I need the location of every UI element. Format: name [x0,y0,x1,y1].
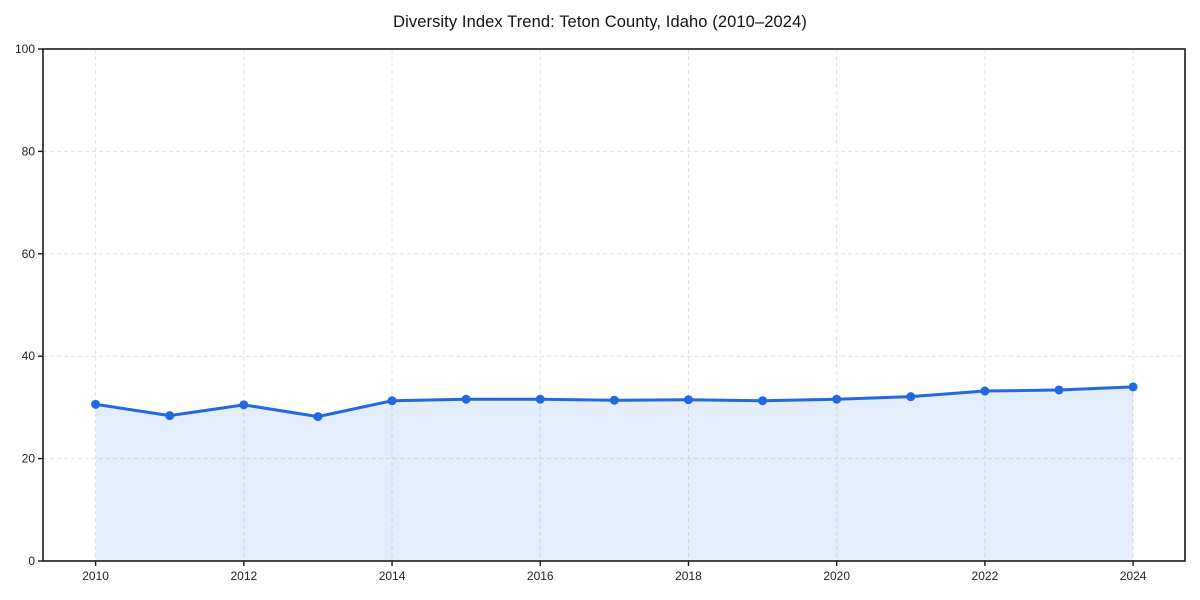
data-point [535,394,545,404]
y-tick-label: 0 [28,554,35,568]
x-tick-label: 2020 [823,569,850,583]
plot-border [42,48,1186,562]
data-point [239,400,249,410]
x-tick-label: 2024 [1120,569,1147,583]
x-tick-label: 2018 [675,569,702,583]
data-point [609,395,619,405]
y-tick-label: 100 [15,42,35,56]
data-point [832,394,842,404]
y-tick-label: 20 [22,452,36,466]
data-point [758,396,768,406]
data-point [461,394,471,404]
x-tick-label: 2016 [527,569,554,583]
data-point [1128,382,1138,392]
area-fill [95,386,1134,561]
data-point [1054,385,1064,395]
data-point [165,411,175,421]
chart-title: Diversity Index Trend: Teton County, Ida… [393,13,807,31]
x-tick-label: 2022 [972,569,999,583]
x-tick-label: 2014 [379,569,406,583]
y-tick-label: 40 [22,349,36,363]
x-tick-label: 2012 [230,569,257,583]
x-tick-label: 2010 [82,569,109,583]
data-point [906,392,916,402]
data-point [91,399,101,409]
data-point [980,386,990,396]
data-point [683,395,693,405]
data-point [313,412,323,422]
y-tick-label: 80 [22,144,36,158]
y-tick-label: 60 [22,247,36,261]
data-point [387,396,397,406]
